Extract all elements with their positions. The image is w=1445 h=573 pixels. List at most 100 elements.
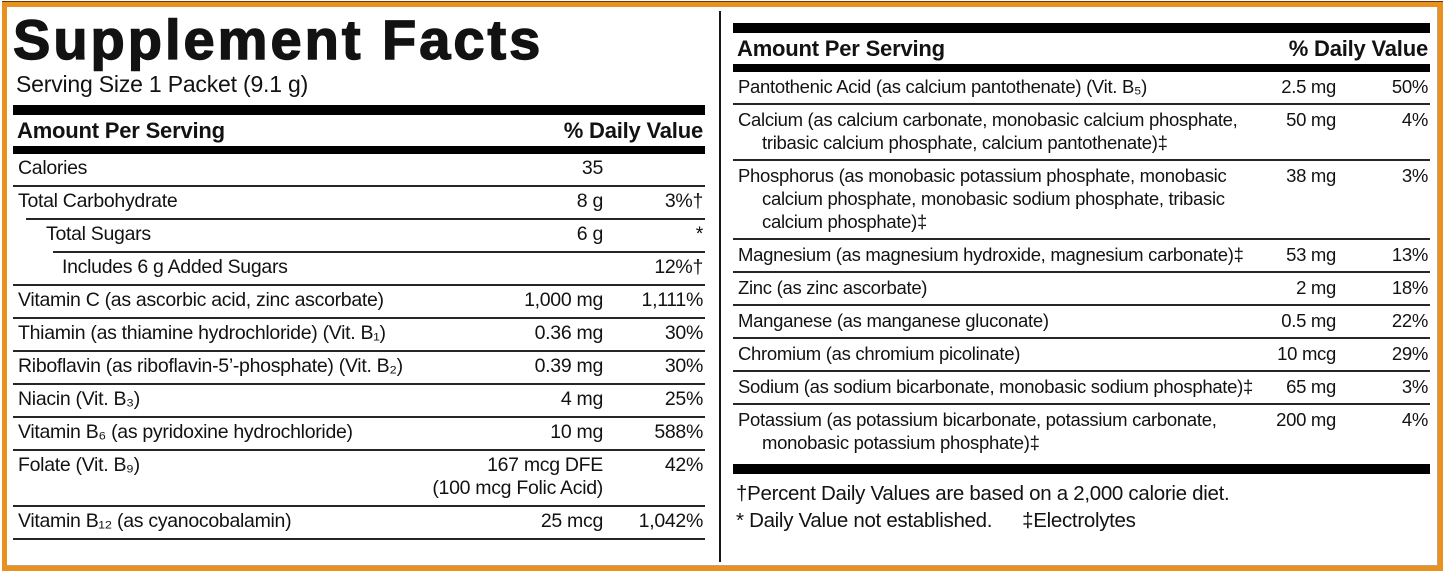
nutrient-amount-value: 0.36 mg xyxy=(534,322,604,345)
nutrient-amount-value: 53 mg xyxy=(1286,244,1336,265)
header-bar-top-left xyxy=(13,105,705,116)
nutrient-amount: 167 mcg DFE (100 mcg Folic Acid) xyxy=(432,454,603,500)
nutrient-name: Zinc (as zinc ascorbate) xyxy=(738,277,928,298)
right-nutrient-table: Pantothenic Acid (as calcium pantothenat… xyxy=(733,72,1430,459)
nutrient-daily-value: 25% xyxy=(664,388,703,411)
nutrient-daily-value: 18% xyxy=(1391,277,1428,298)
nutrient-daily-value: 4% xyxy=(1401,409,1428,430)
nutrient-name: Chromium (as chromium picolinate) xyxy=(738,343,1021,364)
table-row: Calories 35 xyxy=(13,154,705,185)
table-row: Includes 6 g Added Sugars 12%† xyxy=(53,251,705,284)
nutrient-amount-value: 2.5 mg xyxy=(1281,76,1336,97)
nutrient-amount: 38 mg xyxy=(1286,164,1336,187)
footnote-daily-values: †Percent Daily Values are based on a 2,0… xyxy=(736,482,1230,505)
nutrient-amount: 0.36 mg xyxy=(534,322,604,345)
nutrient-amount-value: 2 mg xyxy=(1296,277,1336,298)
nutrient-daily-value: 29% xyxy=(1391,343,1428,364)
table-row: Total Sugars 6 g * xyxy=(26,218,705,251)
table-row: Calcium (as calcium carbonate, monobasic… xyxy=(733,103,1430,159)
footnotes: †Percent Daily Values are based on a 2,0… xyxy=(733,474,1430,534)
table-row: Niacin (Vit. B₃) 4 mg 25% xyxy=(13,383,705,416)
nutrient-amount: 4 mg xyxy=(561,388,603,411)
nutrient-amount-value: 4 mg xyxy=(560,388,603,411)
daily-value-label: % Daily Value xyxy=(1288,36,1428,61)
nutrient-name: Total Sugars xyxy=(46,223,151,246)
nutrient-amount-value: 38 mg xyxy=(1286,165,1336,186)
nutrient-name: Vitamin C (as ascorbic acid, zinc ascorb… xyxy=(18,289,384,312)
footnote-line-2: * Daily Value not established. ‡Electroly… xyxy=(736,507,1430,534)
nutrient-amount-value: 8 g xyxy=(576,190,604,213)
nutrient-daily-value: 30% xyxy=(664,322,703,345)
nutrient-amount: 200 mg xyxy=(1276,408,1336,431)
table-row: Manganese (as manganese gluconate) 0.5 m… xyxy=(733,304,1430,337)
nutrient-amount-value: 0.39 mg xyxy=(534,355,604,378)
nutrient-name: Includes 6 g Added Sugars xyxy=(62,256,288,279)
nutrient-name: Vitamin B₁₂ (as cyanocobalamin) xyxy=(18,510,292,533)
amount-per-serving-label: Amount Per Serving xyxy=(737,36,945,61)
table-row: Vitamin B₁₂ (as cyanocobalamin) 25 mcg 1… xyxy=(13,505,705,538)
nutrient-name: Total Carbohydrate xyxy=(18,190,178,213)
nutrient-amount: 10 mg xyxy=(550,421,603,444)
nutrient-amount: 0.39 mg xyxy=(534,355,604,378)
nutrient-name: Niacin (Vit. B₃) xyxy=(18,388,140,411)
table-row: Chromium (as chromium picolinate) 10 mcg… xyxy=(733,337,1430,370)
left-column: Supplement Facts Serving Size 1 Packet (… xyxy=(12,11,705,562)
right-column: Amount Per Serving % Daily Value Pantoth… xyxy=(733,11,1430,562)
nutrient-daily-value: 30% xyxy=(664,355,703,378)
nutrient-daily-value: 3% xyxy=(1401,376,1428,397)
nutrient-daily-value: 50% xyxy=(1391,76,1428,97)
nutrient-amount: 2 mg xyxy=(1296,276,1336,299)
nutrient-name: Sodium (as sodium bicarbonate, monobasic… xyxy=(738,376,1253,397)
nutrient-amount-secondary: (100 mcg Folic Acid) xyxy=(432,477,603,500)
nutrient-amount-value: 10 mcg xyxy=(1277,343,1336,364)
nutrient-amount: 0.5 mg xyxy=(1281,309,1336,332)
nutrient-daily-value: 588% xyxy=(654,421,703,444)
nutrient-amount-value: 0.5 mg xyxy=(1281,310,1336,331)
nutrient-daily-value: 3% xyxy=(1401,165,1428,186)
nutrient-amount-value: 6 g xyxy=(576,223,604,246)
footnote-electrolytes: ‡Electrolytes xyxy=(1022,509,1136,532)
table-row: Total Carbohydrate 8 g 3%† xyxy=(13,185,705,218)
nutrient-amount-value: 10 mg xyxy=(550,421,603,444)
nutrient-amount: 1,000 mg xyxy=(524,289,603,312)
nutrient-daily-value: 1,042% xyxy=(638,510,704,533)
nutrient-amount-value: 200 mg xyxy=(1276,409,1336,430)
nutrient-daily-value: 1,111% xyxy=(641,289,704,312)
header-bar-top-right xyxy=(733,23,1430,33)
nutrient-amount: 50 mg xyxy=(1286,108,1336,131)
nutrient-amount: 10 mcg xyxy=(1277,342,1336,365)
nutrient-amount-value: 50 mg xyxy=(1286,109,1336,130)
nutrient-amount-value: 167 mcg DFE xyxy=(487,454,603,477)
nutrient-daily-value: 42% xyxy=(664,454,703,477)
table-row: Zinc (as zinc ascorbate) 2 mg 18% xyxy=(733,271,1430,304)
nutrient-amount: 6 g xyxy=(576,223,604,246)
nutrient-daily-value: 3%† xyxy=(664,190,703,213)
left-table-header: Amount Per Serving % Daily Value xyxy=(13,115,705,146)
table-row: Vitamin C (as ascorbic acid, zinc ascorb… xyxy=(13,284,705,317)
table-row: Thiamin (as thiamine hydrochloride) (Vit… xyxy=(13,317,705,350)
table-row: Pantothenic Acid (as calcium pantothenat… xyxy=(733,72,1430,103)
nutrient-name: Riboflavin (as riboflavin-5’-phosphate) … xyxy=(18,355,403,378)
nutrient-name: Pantothenic Acid (as calcium pantothenat… xyxy=(738,76,1148,97)
nutrient-name: Potassium (as potassium bicarbonate, pot… xyxy=(738,409,1217,453)
table-row: Sodium (as sodium bicarbonate, monobasic… xyxy=(733,370,1430,403)
nutrient-daily-value: 12%† xyxy=(654,256,703,279)
nutrient-name: Magnesium (as magnesium hydroxide, magne… xyxy=(738,244,1244,265)
table-row: Magnesium (as magnesium hydroxide, magne… xyxy=(733,238,1430,271)
nutrient-amount: 2.5 mg xyxy=(1281,75,1336,98)
nutrient-name: Vitamin B₆ (as pyridoxine hydrochloride) xyxy=(18,421,353,444)
nutrient-amount-value: 1,000 mg xyxy=(524,289,603,312)
nutrient-name: Folate (Vit. B₉) xyxy=(18,454,140,477)
footnote-not-established: * Daily Value not established. xyxy=(736,509,993,532)
nutrient-amount: 53 mg xyxy=(1286,243,1336,266)
nutrient-name: Manganese (as manganese gluconate) xyxy=(738,310,1049,331)
right-table-header: Amount Per Serving % Daily Value xyxy=(733,33,1430,64)
footnote-separator-bar xyxy=(733,464,1430,474)
nutrient-daily-value: 4% xyxy=(1401,109,1428,130)
nutrient-amount: 25 mcg xyxy=(541,510,603,533)
serving-size: Serving Size 1 Packet (9.1 g) xyxy=(16,71,309,98)
table-row: Riboflavin (as riboflavin-5’-phosphate) … xyxy=(13,350,705,383)
nutrient-amount-value: 65 mg xyxy=(1286,376,1336,397)
nutrient-name: Thiamin (as thiamine hydrochloride) (Vit… xyxy=(18,322,386,345)
